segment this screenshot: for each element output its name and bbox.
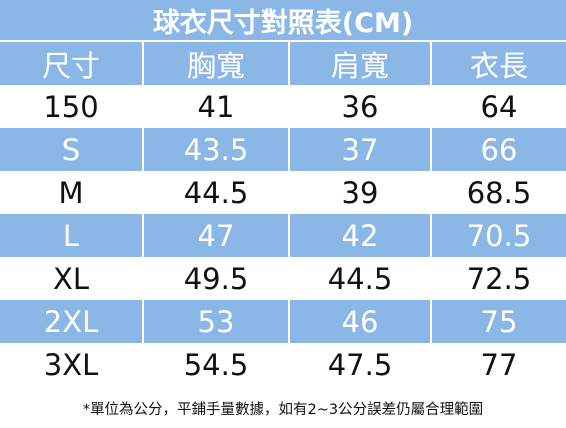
column-header: 尺寸 — [41, 48, 100, 83]
table-cell: 42 — [288, 214, 430, 257]
table-cell: 44.5 — [288, 257, 430, 300]
table-cell: 54.5 — [142, 343, 288, 386]
table-cell: 150 — [43, 89, 99, 124]
table-cell: 47.5 — [288, 343, 430, 386]
table-cell: 2XL — [43, 304, 99, 339]
table-row: L 47 42 70.5 — [0, 214, 566, 257]
table-cell: 46 — [288, 300, 430, 343]
table-row: 2XL 53 46 75 — [0, 300, 566, 343]
table-cell: 70.5 — [430, 214, 566, 257]
table-cell: 3XL — [43, 347, 99, 382]
table-cell: 75 — [430, 300, 566, 343]
table-row: XL 49.5 44.5 72.5 — [0, 257, 566, 300]
footnote: *單位為公分，平鋪手量數據，如有2~3公分誤差仍屬合理範圍 — [82, 402, 484, 418]
table-cell: S — [61, 132, 81, 167]
table-title: 球衣尺寸對照表(CM) — [0, 0, 566, 42]
table-cell: L — [62, 218, 80, 253]
table-cell: 36 — [288, 85, 430, 128]
table-cell: 37 — [288, 128, 430, 171]
table-cell: M — [58, 175, 84, 210]
column-header: 衣長 — [430, 42, 566, 85]
header-row: 尺寸 胸寬 肩寬 衣長 — [0, 42, 566, 85]
size-table: 尺寸 胸寬 肩寬 衣長 150 41 36 64 S 43.5 37 66 M 44.5 39 68.5 L 47… — [0, 42, 566, 386]
table-row: M 44.5 39 68.5 — [0, 171, 566, 214]
table-cell: 66 — [430, 128, 566, 171]
table-cell: 49.5 — [142, 257, 288, 300]
table-row: 150 41 36 64 — [0, 85, 566, 128]
table-cell: 68.5 — [430, 171, 566, 214]
table-row: 3XL 54.5 47.5 77 — [0, 343, 566, 386]
table-cell: 72.5 — [430, 257, 566, 300]
column-header: 胸寬 — [142, 42, 288, 85]
table-cell: 39 — [288, 171, 430, 214]
table-cell: 43.5 — [142, 128, 288, 171]
table-cell: 77 — [430, 343, 566, 386]
table-cell: 53 — [142, 300, 288, 343]
table-cell: 47 — [142, 214, 288, 257]
table-row: S 43.5 37 66 — [0, 128, 566, 171]
table-cell: 44.5 — [142, 171, 288, 214]
column-header: 肩寬 — [288, 42, 430, 85]
table-cell: 41 — [142, 85, 288, 128]
table-cell: XL — [52, 261, 90, 296]
table-cell: 64 — [430, 85, 566, 128]
